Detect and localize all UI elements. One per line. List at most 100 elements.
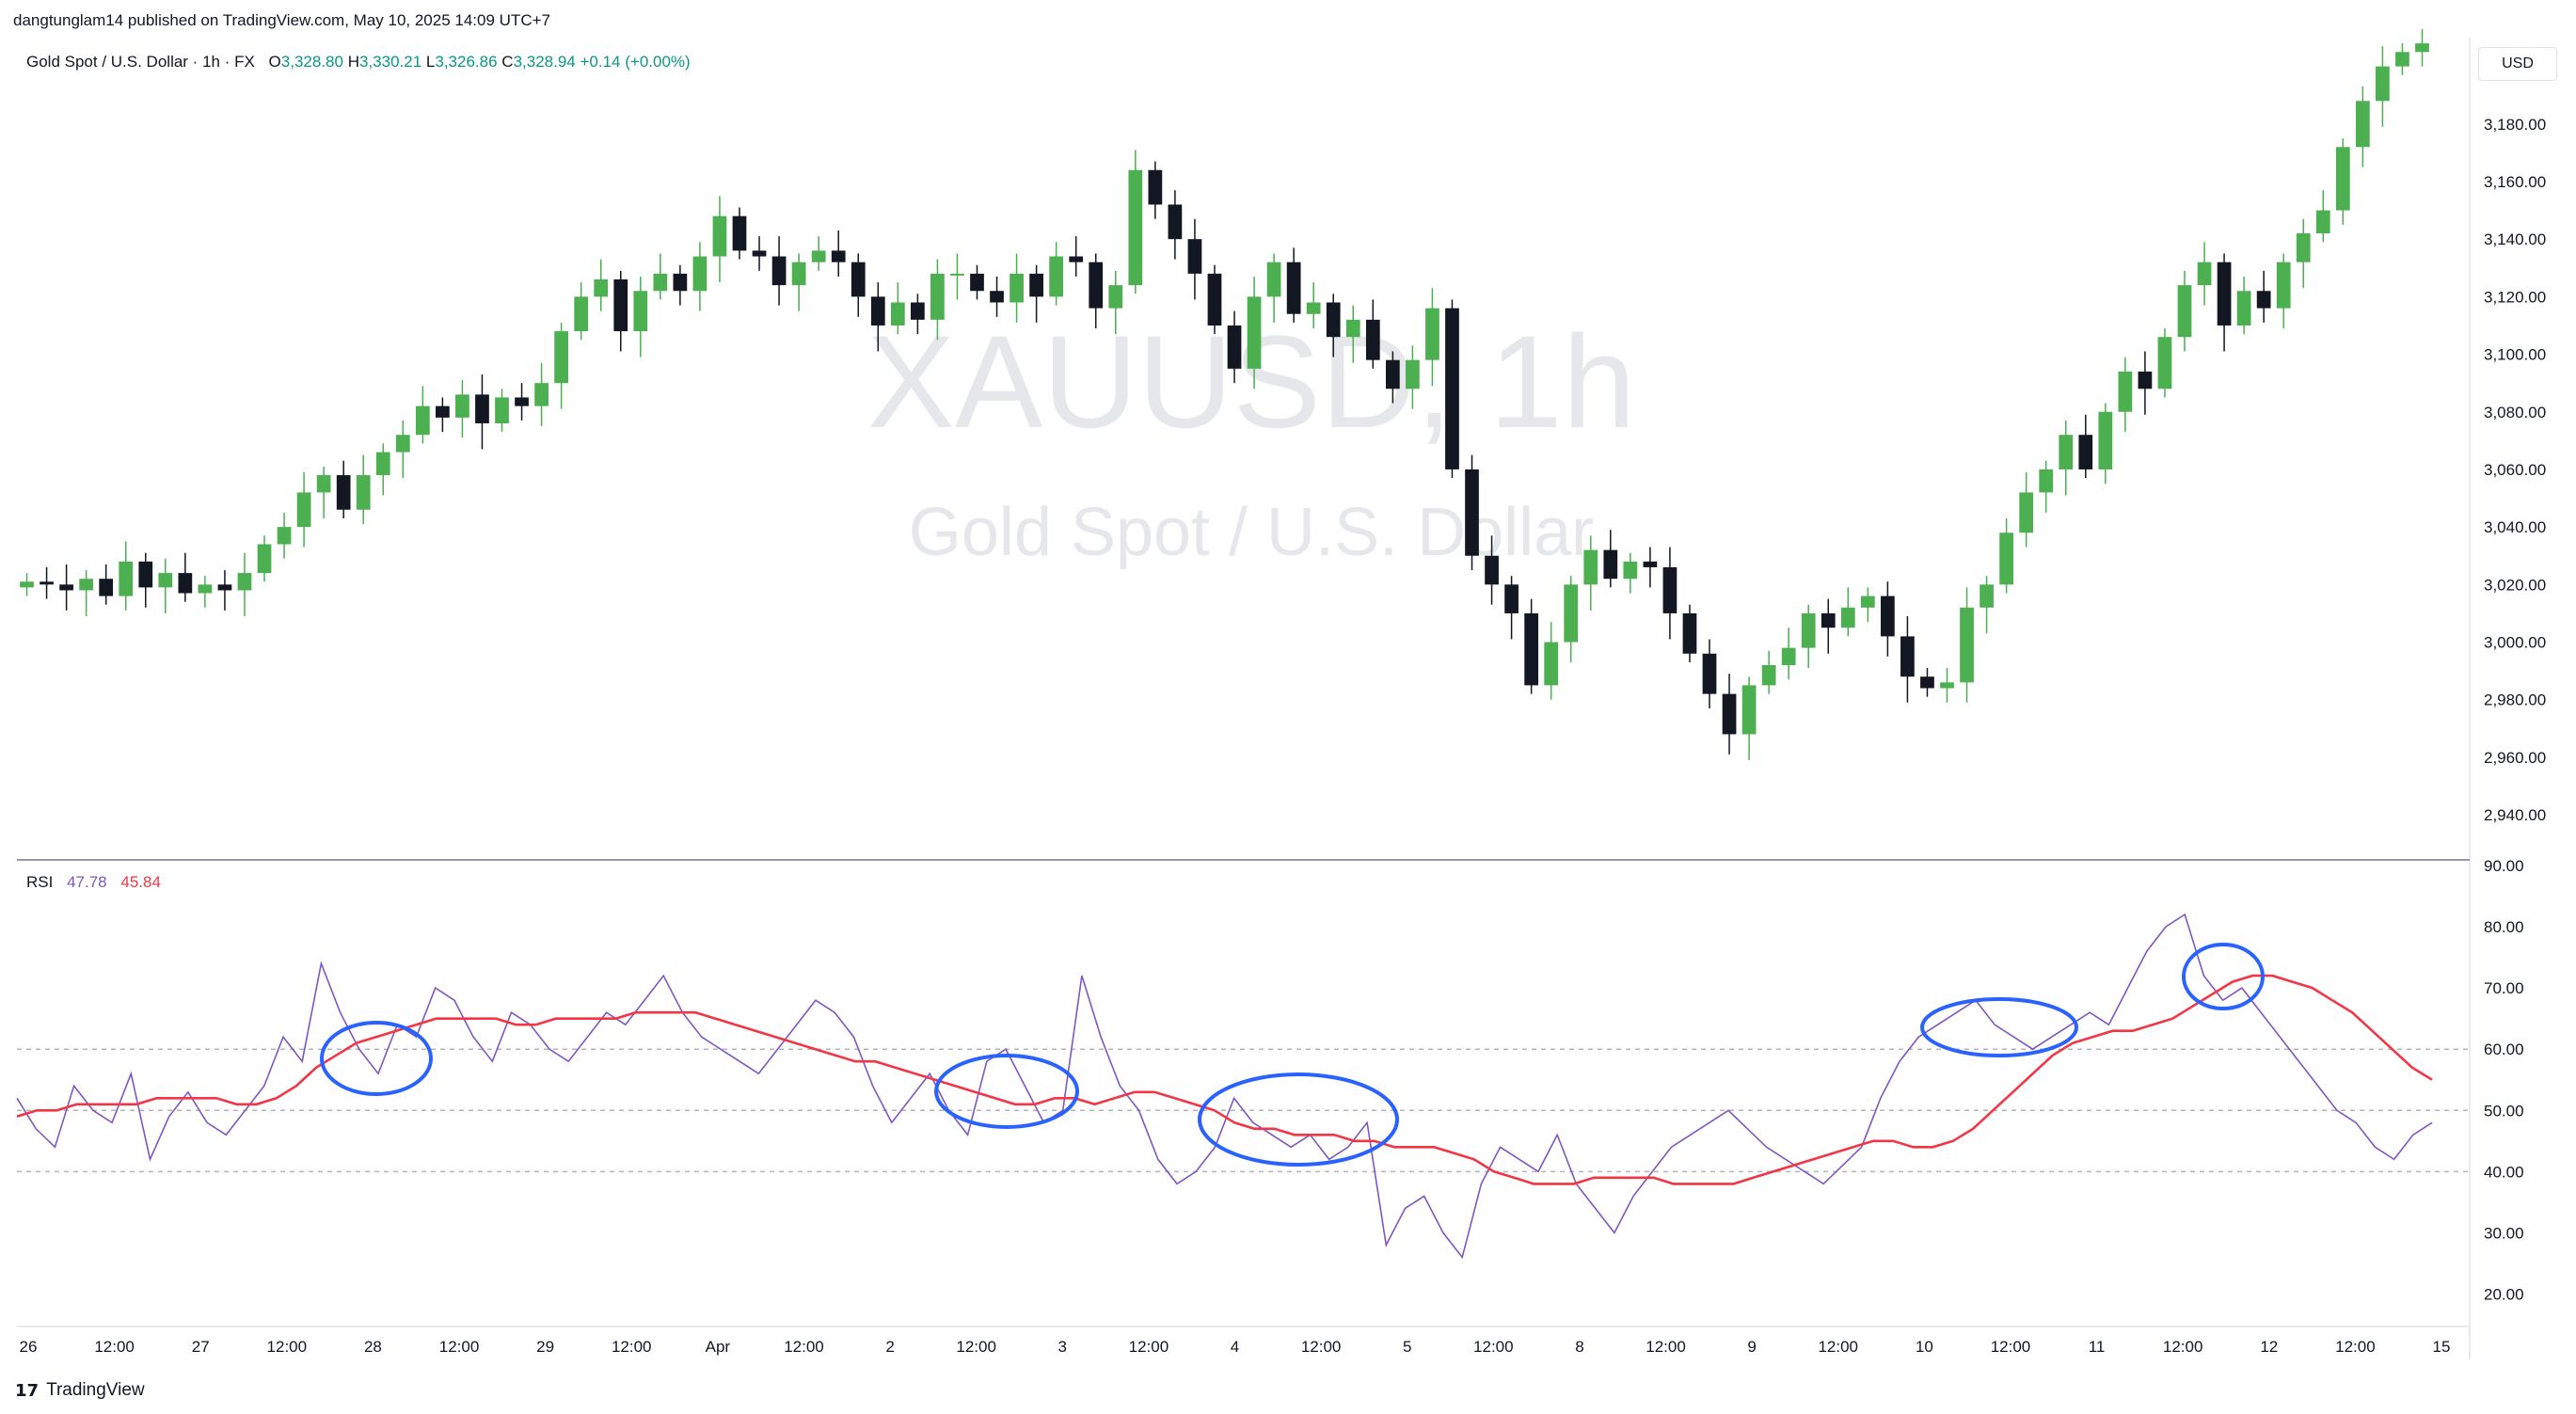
- time-tick-label: 12:00: [2335, 1338, 2376, 1356]
- annotation-ellipse: [1920, 997, 2078, 1057]
- rsi-tick-label: 60.00: [2484, 1041, 2524, 1058]
- candle-body: [296, 492, 311, 528]
- currency-badge[interactable]: USD: [2478, 47, 2557, 81]
- candle-body: [1761, 665, 1776, 686]
- candle-body: [2197, 262, 2212, 286]
- candle-body: [2059, 435, 2074, 469]
- candle-body: [178, 573, 193, 594]
- price-tick-label: 3,060.00: [2484, 461, 2546, 479]
- price-tick-label: 3,040.00: [2484, 518, 2546, 536]
- candle-body: [20, 581, 34, 588]
- price-tick-label: 3,020.00: [2484, 576, 2546, 594]
- candle-body: [1682, 612, 1697, 654]
- time-tick-label: 12: [2260, 1338, 2278, 1356]
- candle-body: [653, 273, 668, 292]
- candle-body: [1860, 596, 1875, 608]
- candle-body: [119, 561, 134, 596]
- candle-body: [1465, 469, 1479, 556]
- candle-body: [2296, 233, 2311, 262]
- candle-body: [1980, 584, 1994, 608]
- candle-body: [1306, 302, 1321, 314]
- candle-body: [2118, 371, 2133, 412]
- candle-body: [1128, 169, 1143, 286]
- price-tick-label: 3,080.00: [2484, 404, 2546, 421]
- candle-body: [1564, 584, 1579, 643]
- candle-body: [59, 584, 73, 591]
- candle-body: [2098, 411, 2113, 469]
- candle-body: [2276, 262, 2291, 309]
- annotation-ellipse: [1198, 1072, 1399, 1167]
- candle-body: [1722, 693, 1737, 735]
- annotations-layer: [320, 943, 2265, 1167]
- candle-body: [2019, 492, 2034, 533]
- annotation-ellipse: [320, 1021, 433, 1096]
- close-label: C: [501, 53, 514, 71]
- candle-body: [1029, 273, 1043, 297]
- symbol-legend: Gold Spot / U.S. Dollar · 1h · FX O3,328…: [26, 53, 691, 71]
- candle-body: [1406, 359, 1420, 389]
- candle-body: [217, 584, 232, 591]
- time-tick-label: 8: [1575, 1338, 1583, 1356]
- candle-body: [1365, 319, 1380, 360]
- time-tick-label: 9: [1747, 1338, 1756, 1356]
- published-info: dangtunglam14 published on TradingView.c…: [13, 11, 550, 29]
- candle-body: [1583, 549, 1598, 585]
- time-tick-label: 29: [536, 1338, 554, 1356]
- rsi-legend: RSI 47.78 45.84: [26, 873, 161, 892]
- candle-body: [574, 296, 589, 332]
- candle-body: [1187, 239, 1202, 274]
- rsi-ma-line: [16, 974, 2433, 1185]
- candle-body: [1643, 561, 1658, 567]
- annotation-ellipse: [934, 1054, 1079, 1129]
- candle-body: [2415, 43, 2429, 53]
- candle-body: [673, 273, 688, 292]
- candle-body: [2256, 291, 2271, 309]
- time-tick-label: 12:00: [2163, 1338, 2203, 1356]
- candle-body: [277, 527, 292, 545]
- time-tick-label: 12:00: [956, 1338, 996, 1356]
- candle-body: [970, 273, 984, 292]
- candle-body: [257, 544, 272, 574]
- rsi-tick-label: 50.00: [2484, 1102, 2524, 1120]
- candle-body: [712, 215, 727, 257]
- candle-body: [316, 475, 331, 493]
- rsi-ma-value: 45.84: [120, 873, 161, 891]
- time-tick-label: 3: [1058, 1338, 1067, 1356]
- candle-body: [851, 262, 866, 297]
- candle-body: [2335, 147, 2350, 211]
- candle-body: [831, 250, 846, 262]
- candle-body: [1385, 359, 1400, 389]
- candle-body: [1702, 653, 1717, 694]
- candle-body: [1920, 676, 1934, 689]
- time-tick-label: 12:00: [784, 1338, 824, 1356]
- time-tick-label: 4: [1231, 1338, 1239, 1356]
- time-tick-label: 27: [192, 1338, 210, 1356]
- candle-body: [890, 302, 905, 326]
- time-tick-label: 11: [2089, 1338, 2106, 1356]
- candle-body: [1010, 273, 1024, 303]
- candle-body: [79, 579, 94, 591]
- rsi-layer: [16, 913, 2433, 1260]
- annotation-ellipse: [2182, 943, 2265, 1010]
- time-tick-label: 12:00: [612, 1338, 652, 1356]
- axes-layer: 3,180.00 3,160.00 3,140.00 3,120.00 3,100.00…: [17, 38, 2546, 1359]
- candle-body: [732, 215, 747, 251]
- high-label: H: [347, 53, 359, 71]
- candle-body: [138, 561, 153, 588]
- candle-body: [1445, 308, 1459, 469]
- candle-body: [1821, 612, 1836, 628]
- candle-body: [2315, 210, 2330, 234]
- candle-body: [1623, 561, 1638, 580]
- candle-body: [990, 291, 1004, 303]
- candle-body: [811, 250, 826, 262]
- candle-body: [1227, 325, 1242, 369]
- candle-body: [1089, 262, 1104, 309]
- candle-body: [2217, 262, 2232, 326]
- time-tick-label: 12:00: [1646, 1338, 1686, 1356]
- price-tick-label: 3,000.00: [2484, 634, 2546, 652]
- candle-body: [2395, 52, 2409, 67]
- candle-body: [2236, 291, 2251, 326]
- symbol-name: Gold Spot / U.S. Dollar · 1h · FX: [26, 53, 255, 71]
- candle-body: [1266, 262, 1281, 297]
